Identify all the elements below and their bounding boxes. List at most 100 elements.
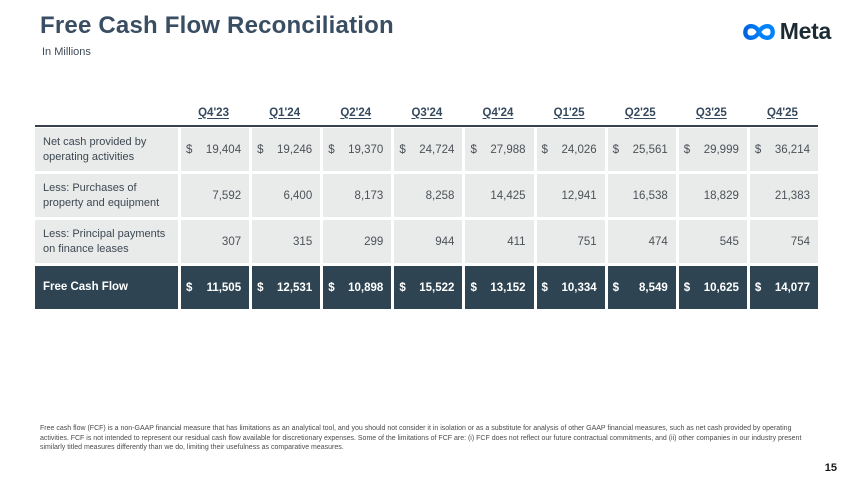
dollar-sign: $ <box>754 143 762 156</box>
value-cell: 307 <box>181 220 250 263</box>
value-number: 545 <box>719 235 739 248</box>
dollar-sign: $ <box>541 143 548 156</box>
dollar-sign: $ <box>186 281 193 294</box>
value-number: 13,152 <box>490 281 526 294</box>
value-cell: $10,898 <box>323 266 392 309</box>
dollar-sign: $ <box>754 281 762 294</box>
fcf-footnote: Free cash flow (FCF) is a non-GAAP finan… <box>40 425 802 452</box>
value-cell: 21,383 <box>749 174 818 217</box>
value-number: 36,214 <box>774 143 810 156</box>
value-number: 19,370 <box>348 143 384 156</box>
value-number: 944 <box>435 235 455 248</box>
value-cell: $36,214 <box>749 128 818 171</box>
table-row: Net cash provided by operating activitie… <box>35 128 818 171</box>
page-number: 15 <box>824 462 837 474</box>
value-number: 24,724 <box>419 143 455 156</box>
row-label: Net cash provided by operating activitie… <box>35 128 178 171</box>
value-number: 7,592 <box>212 189 242 202</box>
value-cell: 8,173 <box>323 174 392 217</box>
value-number: 8,549 <box>638 281 668 294</box>
value-number: 14,425 <box>490 189 526 202</box>
value-number: 16,538 <box>632 189 668 202</box>
value-cell: $19,404 <box>181 128 250 171</box>
header-rule <box>35 125 818 127</box>
value-cell: 16,538 <box>607 174 676 217</box>
value-cell: $8,549 <box>607 266 676 309</box>
value-cell: 545 <box>678 220 747 263</box>
value-number: 14,077 <box>774 281 810 294</box>
row-label: Less: Purchases of property and equipmen… <box>35 174 178 217</box>
column-header: Q1'24 <box>269 106 301 119</box>
table-row: Less: Purchases of property and equipmen… <box>35 174 818 217</box>
dollar-sign: $ <box>470 143 477 156</box>
value-cell: $27,988 <box>465 128 534 171</box>
value-cell: $29,999 <box>678 128 747 171</box>
dollar-sign: $ <box>399 143 406 156</box>
dollar-sign: $ <box>186 143 193 156</box>
value-cell: $19,370 <box>323 128 392 171</box>
value-cell: 12,941 <box>536 174 605 217</box>
value-number: 299 <box>364 235 384 248</box>
meta-infinity-icon <box>742 23 775 40</box>
dollar-sign: $ <box>257 281 264 294</box>
value-cell: $15,522 <box>394 266 463 309</box>
column-header: Q4'25 <box>767 106 798 119</box>
value-number: 15,522 <box>419 281 455 294</box>
table-row: Less: Principal payments on finance leas… <box>35 220 818 263</box>
column-header: Q4'24 <box>482 106 514 119</box>
value-cell: 754 <box>749 220 818 263</box>
value-cell: 6,400 <box>252 174 321 217</box>
value-cell: $24,724 <box>394 128 463 171</box>
value-number: 12,941 <box>561 189 597 202</box>
column-header: Q2'24 <box>340 106 372 119</box>
value-number: 315 <box>293 235 313 248</box>
page-title: Free Cash Flow Reconciliation <box>40 12 394 39</box>
value-number: 21,383 <box>774 189 810 202</box>
page-subtitle: In Millions <box>42 46 91 58</box>
dollar-sign: $ <box>541 281 548 294</box>
value-number: 8,258 <box>425 189 455 202</box>
value-cell: 474 <box>607 220 676 263</box>
value-number: 307 <box>221 235 242 248</box>
value-cell: $10,625 <box>678 266 747 309</box>
value-number: 27,988 <box>490 143 526 156</box>
dollar-sign: $ <box>470 281 477 294</box>
value-number: 8,173 <box>354 189 384 202</box>
value-number: 6,400 <box>283 189 313 202</box>
value-cell: 315 <box>252 220 321 263</box>
table-row-total: Free Cash Flow $11,505 $12,531 $10,898 $15,5… <box>35 266 818 309</box>
value-cell: $14,077 <box>749 266 818 309</box>
value-number: 11,505 <box>206 281 242 294</box>
value-cell: $24,026 <box>536 128 605 171</box>
value-cell: $13,152 <box>465 266 534 309</box>
value-number: 19,246 <box>277 143 313 156</box>
value-number: 19,404 <box>205 143 242 156</box>
dollar-sign: $ <box>612 143 620 156</box>
dollar-sign: $ <box>683 143 691 156</box>
value-cell: $12,531 <box>252 266 321 309</box>
value-number: 10,625 <box>703 281 739 294</box>
column-header: Q1'25 <box>553 106 585 119</box>
value-cell: $11,505 <box>181 266 250 309</box>
dollar-sign: $ <box>257 143 264 156</box>
value-number: 10,334 <box>561 281 597 294</box>
column-header: Q3'24 <box>411 106 443 119</box>
dollar-sign: $ <box>328 281 335 294</box>
column-header: Q2'25 <box>624 106 656 119</box>
value-cell: 411 <box>465 220 534 263</box>
dollar-sign: $ <box>683 281 691 294</box>
value-number: 751 <box>577 235 597 248</box>
fcf-reconciliation-table: Q4'23 Q1'24 Q2'24 Q3'24 Q4'24 Q1'25 Q2'25 Q3'25… <box>35 100 818 309</box>
value-number: 29,999 <box>703 143 739 156</box>
value-cell: 944 <box>394 220 463 263</box>
meta-logo: Meta <box>741 18 831 45</box>
value-cell: 8,258 <box>394 174 463 217</box>
value-cell: 751 <box>536 220 605 263</box>
meta-wordmark: Meta <box>779 18 832 44</box>
value-cell: $25,561 <box>607 128 676 171</box>
dollar-sign: $ <box>612 281 620 294</box>
value-cell: 7,592 <box>181 174 250 217</box>
column-header: Q3'25 <box>695 106 727 119</box>
value-cell: 299 <box>323 220 392 263</box>
